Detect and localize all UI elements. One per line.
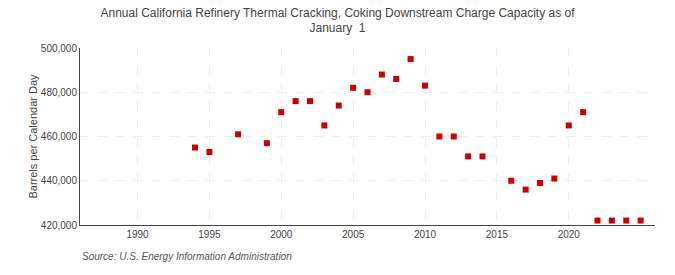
svg-text:2010: 2010: [414, 229, 437, 240]
svg-text:2000: 2000: [270, 229, 293, 240]
svg-text:460,000: 460,000: [41, 131, 78, 142]
svg-text:480,000: 480,000: [41, 87, 78, 98]
svg-text:Source: U.S. Energy Informatio: Source: U.S. Energy Information Administ…: [82, 251, 292, 262]
svg-text:500,000: 500,000: [41, 43, 78, 54]
svg-text:1995: 1995: [198, 229, 221, 240]
svg-text:420,000: 420,000: [41, 220, 78, 231]
svg-text:2005: 2005: [342, 229, 365, 240]
svg-text:Annual California Refinery The: Annual California Refinery Thermal Crack…: [101, 6, 576, 36]
svg-text:1990: 1990: [126, 229, 149, 240]
svg-text:2015: 2015: [486, 229, 509, 240]
svg-text:440,000: 440,000: [41, 175, 78, 186]
svg-text:Barrels per Calendar Day: Barrels per Calendar Day: [27, 74, 39, 199]
svg-text:2020: 2020: [558, 229, 581, 240]
